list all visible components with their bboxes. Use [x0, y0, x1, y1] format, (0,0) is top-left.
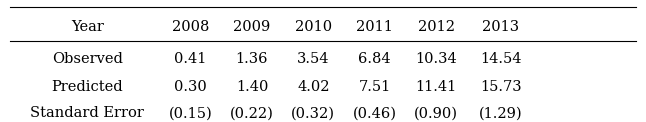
Text: 2008: 2008 — [172, 20, 209, 34]
Text: (0.32): (0.32) — [291, 107, 335, 120]
Text: 1.40: 1.40 — [236, 80, 268, 94]
Text: 14.54: 14.54 — [480, 52, 521, 66]
Text: 2011: 2011 — [356, 20, 393, 34]
Text: 11.41: 11.41 — [415, 80, 457, 94]
Text: 1.36: 1.36 — [236, 52, 268, 66]
Text: (0.46): (0.46) — [353, 107, 397, 120]
Text: (0.15): (0.15) — [169, 107, 213, 120]
Text: Standard Error: Standard Error — [30, 107, 144, 120]
Text: 2013: 2013 — [482, 20, 519, 34]
Text: Year: Year — [71, 20, 103, 34]
Text: 2010: 2010 — [295, 20, 332, 34]
Text: (0.90): (0.90) — [414, 107, 458, 120]
Text: 2012: 2012 — [417, 20, 455, 34]
Text: 10.34: 10.34 — [415, 52, 457, 66]
Text: (0.22): (0.22) — [230, 107, 274, 120]
Text: Predicted: Predicted — [52, 80, 123, 94]
Text: 15.73: 15.73 — [480, 80, 521, 94]
Text: 0.30: 0.30 — [174, 80, 207, 94]
Text: 6.84: 6.84 — [359, 52, 391, 66]
Text: (1.29): (1.29) — [479, 107, 523, 120]
Text: 3.54: 3.54 — [297, 52, 329, 66]
Text: 7.51: 7.51 — [359, 80, 391, 94]
Text: Observed: Observed — [52, 52, 123, 66]
Text: 4.02: 4.02 — [297, 80, 329, 94]
Text: 0.41: 0.41 — [174, 52, 207, 66]
Text: 2009: 2009 — [233, 20, 271, 34]
